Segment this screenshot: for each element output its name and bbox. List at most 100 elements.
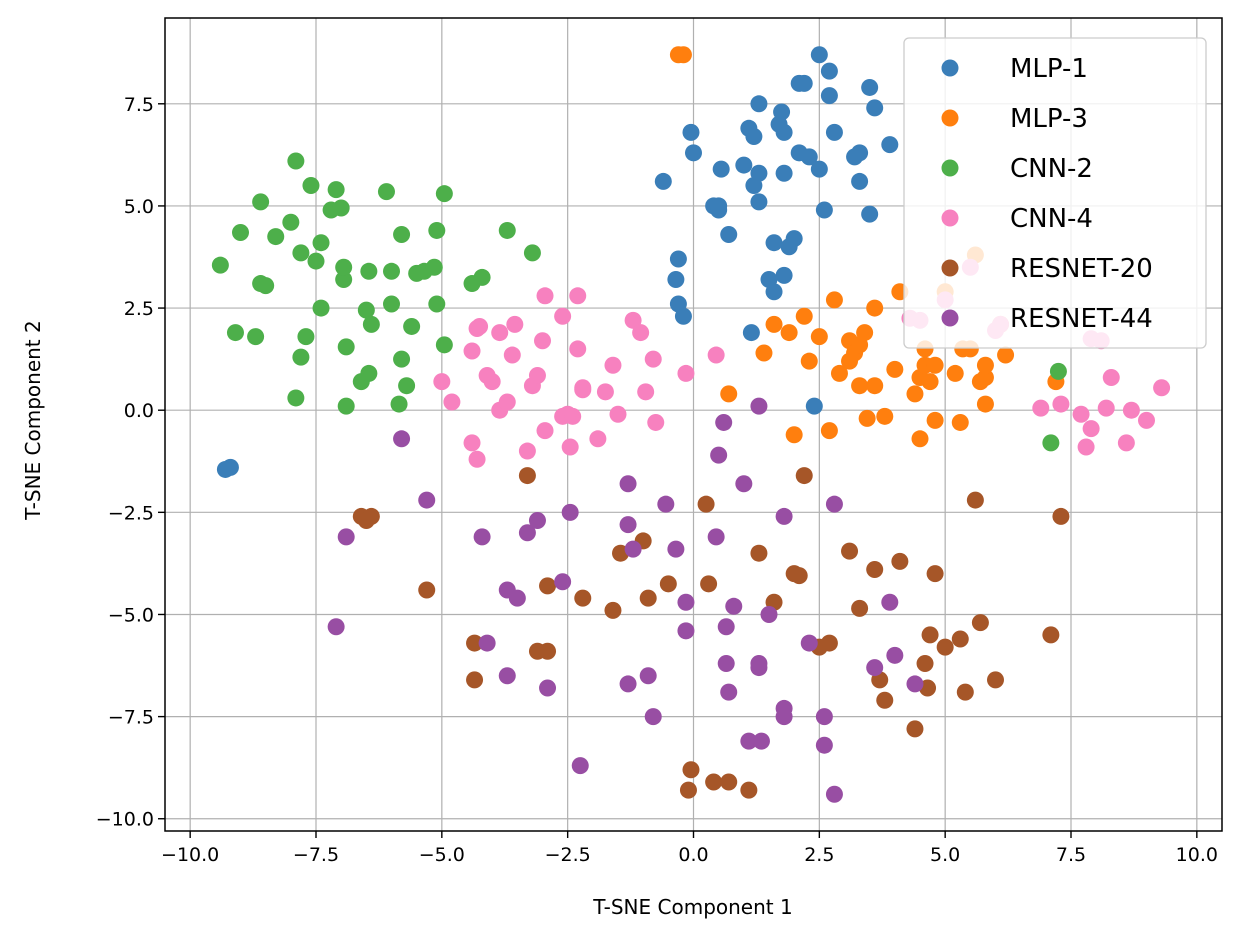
- data-point: [312, 234, 330, 252]
- data-point: [571, 757, 589, 775]
- data-point: [740, 781, 758, 799]
- data-point: [710, 197, 728, 215]
- legend-marker: [941, 209, 959, 227]
- data-point: [377, 183, 395, 201]
- data-point: [523, 244, 541, 262]
- data-point: [393, 226, 411, 244]
- data-point: [876, 407, 894, 425]
- data-point: [720, 773, 738, 791]
- data-point: [775, 266, 793, 284]
- data-point: [773, 103, 791, 121]
- data-point: [393, 350, 411, 368]
- data-point: [881, 136, 899, 154]
- data-point: [926, 411, 944, 429]
- data-point: [866, 299, 884, 317]
- data-point: [508, 589, 526, 607]
- x-tick-label: −2.5: [545, 844, 591, 866]
- data-point: [528, 512, 546, 530]
- data-point: [257, 277, 275, 295]
- data-point: [302, 177, 320, 195]
- data-point: [463, 342, 481, 360]
- data-point: [632, 324, 650, 342]
- data-point: [292, 244, 310, 262]
- legend-label: MLP-3: [1010, 104, 1088, 134]
- data-point: [820, 634, 838, 652]
- data-point: [534, 332, 551, 350]
- data-point: [1082, 420, 1100, 438]
- data-point: [707, 346, 725, 364]
- data-point: [987, 671, 1004, 689]
- data-point: [858, 409, 876, 427]
- data-point: [287, 152, 305, 170]
- data-point: [216, 460, 234, 478]
- data-point: [624, 311, 642, 329]
- data-point: [473, 528, 491, 546]
- data-point: [1153, 379, 1171, 397]
- data-point: [428, 295, 446, 313]
- data-point: [491, 324, 509, 342]
- data-point: [498, 393, 516, 411]
- legend-marker: [941, 159, 959, 177]
- data-point: [1042, 434, 1060, 452]
- x-tick-label: 5.0: [930, 844, 960, 866]
- data-point: [906, 385, 924, 403]
- data-point: [667, 540, 685, 558]
- series-mlp-1: [216, 46, 899, 478]
- data-point: [906, 675, 924, 693]
- data-point: [539, 642, 557, 660]
- x-tick-label: 10.0: [1176, 844, 1218, 866]
- data-point: [717, 654, 735, 672]
- data-point: [398, 377, 416, 395]
- data-point: [820, 422, 838, 440]
- data-point: [362, 507, 380, 525]
- data-point: [232, 223, 249, 241]
- data-point: [554, 307, 572, 325]
- data-point: [795, 467, 813, 485]
- legend-label: MLP-1: [1010, 54, 1088, 84]
- data-point: [619, 675, 637, 693]
- data-point: [604, 601, 622, 619]
- data-point: [740, 732, 758, 750]
- data-point: [569, 340, 587, 358]
- scatter-points: [211, 46, 1171, 803]
- data-point: [735, 475, 753, 493]
- data-point: [851, 377, 869, 395]
- y-tick-label: −7.5: [108, 707, 154, 729]
- data-point: [425, 258, 443, 276]
- data-point: [539, 679, 557, 697]
- data-point: [750, 95, 768, 113]
- data-point: [795, 307, 813, 325]
- data-point: [765, 234, 783, 252]
- data-point: [332, 199, 350, 217]
- data-point: [337, 528, 355, 546]
- data-point: [775, 123, 793, 141]
- data-point: [1072, 405, 1090, 423]
- y-axis-label: T-SNE Component 2: [21, 320, 45, 520]
- data-point: [971, 614, 989, 632]
- data-point: [921, 373, 939, 391]
- data-point: [518, 442, 536, 460]
- data-point: [1097, 399, 1115, 417]
- data-point: [830, 364, 848, 382]
- data-point: [881, 593, 899, 611]
- legend-label: RESNET-44: [1010, 304, 1153, 334]
- data-point: [327, 181, 345, 199]
- data-point: [674, 46, 692, 64]
- series-resnet-20: [352, 467, 1070, 799]
- data-point: [697, 495, 715, 513]
- data-point: [292, 348, 310, 366]
- x-tick-label: 2.5: [804, 844, 834, 866]
- data-point: [755, 344, 773, 362]
- data-point: [951, 413, 969, 431]
- data-point: [750, 397, 768, 415]
- data-point: [921, 626, 939, 644]
- data-point: [247, 328, 265, 346]
- data-point: [815, 201, 833, 219]
- data-point: [677, 622, 695, 640]
- data-point: [717, 618, 735, 636]
- data-point: [561, 503, 579, 521]
- legend-label: CNN-4: [1010, 204, 1093, 234]
- data-point: [498, 667, 516, 685]
- data-point: [506, 315, 524, 333]
